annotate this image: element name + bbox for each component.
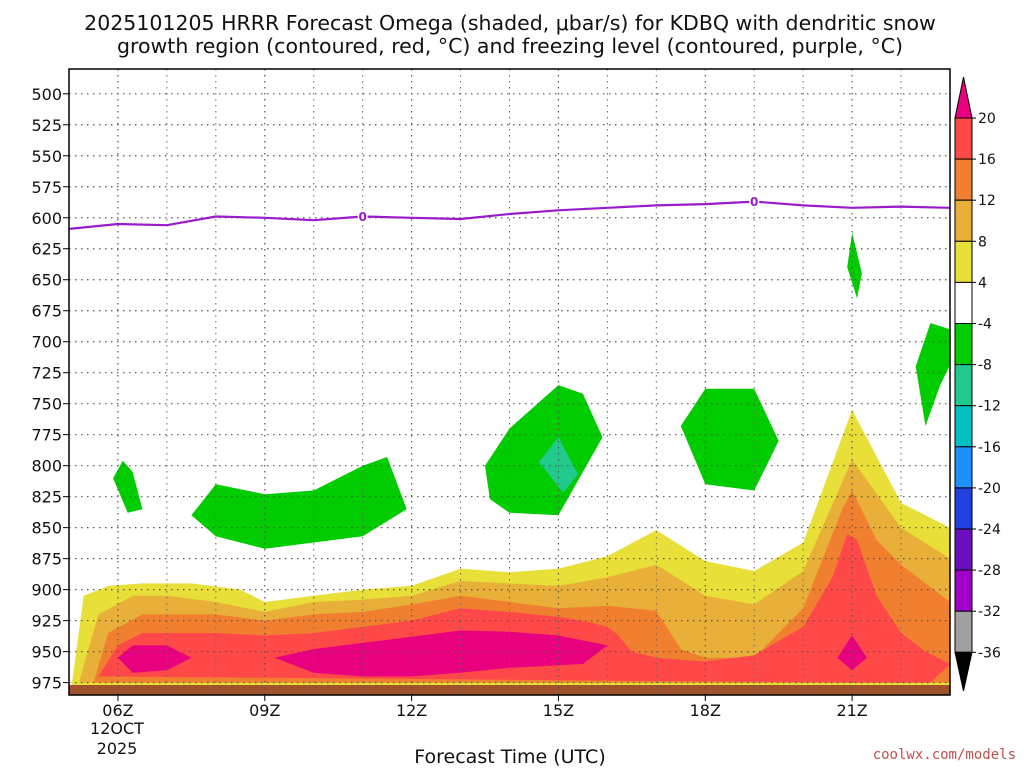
freezing-level-label: 0 bbox=[358, 210, 366, 224]
x-axis-label: Forecast Time (UTC) bbox=[414, 746, 605, 768]
freezing-label-bg bbox=[749, 194, 760, 208]
y-tick-label: 525 bbox=[31, 116, 62, 135]
omega-region-10 bbox=[485, 385, 603, 516]
omega-region-13 bbox=[915, 323, 950, 426]
freezing-level-contour: 00 bbox=[69, 194, 950, 230]
x-tick-label: 21Z bbox=[836, 701, 867, 720]
x-axis: 06Z 09Z 12Z 15Z 18Z 21Z bbox=[102, 695, 868, 720]
x-tick-label: 18Z bbox=[690, 701, 721, 720]
colorbar-label: 12 bbox=[978, 193, 996, 209]
colorbar-swatch bbox=[954, 240, 973, 283]
colorbar-label: -28 bbox=[978, 563, 1001, 579]
omega-region-9 bbox=[191, 457, 407, 549]
colorbar-label: -8 bbox=[978, 358, 992, 374]
y-tick-label: 550 bbox=[31, 147, 62, 166]
colorbar-bottom-arrow bbox=[954, 651, 973, 692]
colorbar-swatch bbox=[954, 610, 973, 653]
y-tick-label: 825 bbox=[31, 488, 62, 507]
y-tick-label: 700 bbox=[31, 333, 62, 352]
colorbar-label: 8 bbox=[978, 234, 987, 250]
colorbar-swatch bbox=[954, 158, 973, 201]
y-tick-label: 500 bbox=[31, 85, 62, 104]
freezing-level-label: 0 bbox=[750, 195, 758, 209]
omega-region-5 bbox=[117, 645, 192, 673]
omega-region-8 bbox=[113, 460, 143, 513]
omega-region-4 bbox=[98, 533, 950, 683]
surface-ground-band bbox=[69, 685, 950, 695]
chart-title-line2: growth region (contoured, red, °C) and f… bbox=[117, 34, 903, 58]
y-tick-label: 625 bbox=[31, 240, 62, 259]
y-tick-label: 950 bbox=[31, 643, 62, 662]
y-tick-label: 850 bbox=[31, 519, 62, 538]
colorbar-swatch bbox=[954, 281, 973, 324]
x-tick-label: 12Z bbox=[396, 701, 427, 720]
y-tick-label: 600 bbox=[31, 209, 62, 228]
colorbar-label: -4 bbox=[978, 317, 992, 333]
colorbar-swatch bbox=[954, 528, 973, 571]
omega-region-7 bbox=[837, 635, 867, 671]
y-tick-label: 800 bbox=[31, 457, 62, 476]
freezing-level-line bbox=[69, 200, 950, 230]
colorbar-top-arrow bbox=[954, 76, 973, 119]
watermark-brand: coolwx.com/models bbox=[873, 747, 1016, 763]
x-tick-label: 09Z bbox=[249, 701, 280, 720]
colorbar-label: -20 bbox=[978, 481, 1001, 497]
y-tick-label: 900 bbox=[31, 581, 62, 600]
colorbar-swatch bbox=[954, 364, 973, 407]
colorbar-swatch bbox=[954, 405, 973, 448]
y-tick-label: 650 bbox=[31, 271, 62, 290]
y-tick-label: 925 bbox=[31, 612, 62, 631]
y-tick-label: 775 bbox=[31, 426, 62, 445]
y-axis: 500 525 550 575 600 625 650 675 700 725 750 775 800 8… bbox=[31, 85, 69, 693]
date-label-day: 12OCT bbox=[90, 719, 144, 738]
surface-band bbox=[69, 685, 950, 695]
y-tick-label: 575 bbox=[31, 178, 62, 197]
colorbar-label: 20 bbox=[978, 111, 996, 127]
y-tick-label: 675 bbox=[31, 302, 62, 321]
colorbar-label: -24 bbox=[978, 522, 1001, 538]
colorbar-label: 4 bbox=[978, 275, 987, 291]
colorbar: 20 16 12 8 4 -4 -8 -12 -16 -20 -24 -28 -32 -36 bbox=[954, 76, 1001, 692]
colorbar-label: 16 bbox=[978, 152, 996, 168]
colorbar-swatch bbox=[954, 569, 973, 612]
freezing-label-bg bbox=[357, 209, 368, 223]
omega-region-12 bbox=[847, 232, 862, 299]
omega-region-6 bbox=[274, 630, 608, 677]
y-tick-label: 725 bbox=[31, 364, 62, 383]
date-label-year: 2025 bbox=[97, 739, 138, 758]
x-tick-label: 06Z bbox=[102, 701, 133, 720]
colorbar-label: -32 bbox=[978, 604, 1001, 620]
chart-title-line1: 2025101205 HRRR Forecast Omega (shaded, … bbox=[84, 11, 936, 35]
x-tick-label: 15Z bbox=[543, 701, 574, 720]
colorbar-swatch bbox=[954, 117, 973, 160]
colorbar-swatch bbox=[954, 446, 973, 489]
colorbar-label: -16 bbox=[978, 440, 1001, 456]
plot-frame bbox=[68, 68, 951, 696]
colorbar-swatch bbox=[954, 199, 973, 242]
colorbar-label: -36 bbox=[978, 645, 1001, 661]
y-tick-label: 750 bbox=[31, 395, 62, 414]
omega-shading bbox=[71, 232, 950, 689]
colorbar-label: -12 bbox=[978, 399, 1001, 415]
y-tick-label: 875 bbox=[31, 550, 62, 569]
colorbar-swatch bbox=[954, 487, 973, 530]
y-tick-label: 975 bbox=[31, 674, 62, 693]
colorbar-swatch bbox=[954, 323, 973, 366]
